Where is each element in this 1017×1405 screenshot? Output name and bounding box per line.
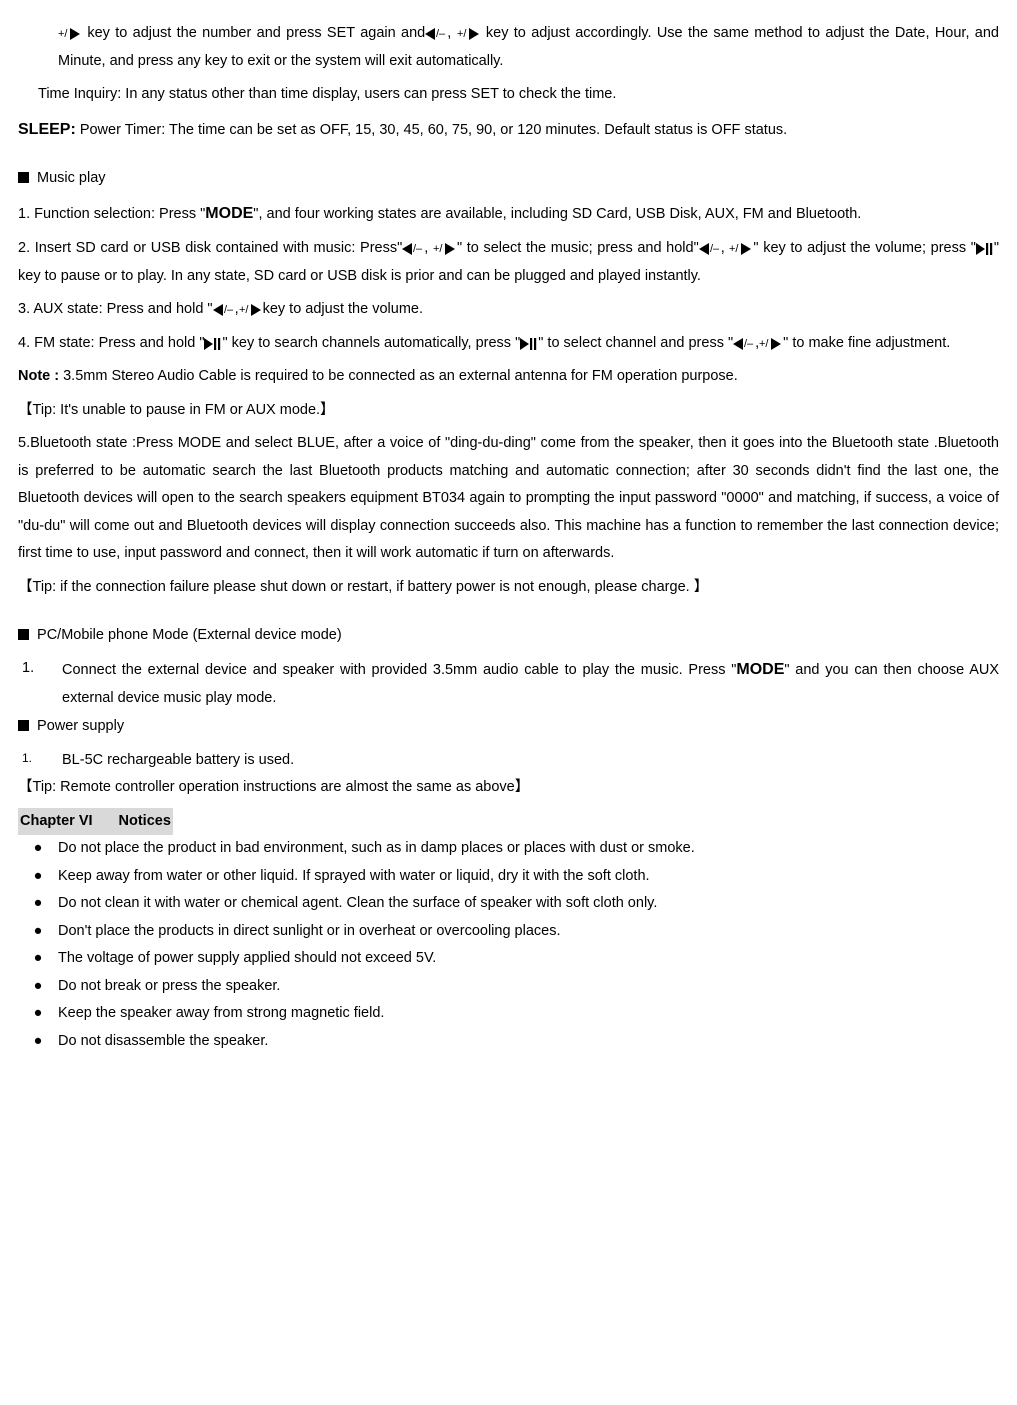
pcmode-item-1-text: Connect the external device and speaker …: [62, 655, 999, 713]
music-p3-c: key to adjust the volume.: [263, 301, 423, 317]
notice-text: Do not break or press the speaker.: [58, 973, 999, 1001]
next-icon: [759, 338, 783, 350]
music-p2-c: " to select the music; press and hold": [457, 240, 699, 256]
chapter-title: Notices: [119, 813, 171, 829]
music-p2-e: " key to adjust the volume; press ": [753, 240, 975, 256]
sleep-line: SLEEP: Power Timer: The time can be set …: [18, 115, 999, 145]
music-p4-c: " to select channel and press ": [538, 335, 733, 351]
list-number: 1.: [18, 747, 62, 775]
bullet-dot-icon: ●: [18, 1028, 58, 1056]
prev-icon: [699, 243, 721, 255]
square-bullet-icon: [18, 629, 29, 640]
music-note: Note : 3.5mm Stereo Audio Cable is requi…: [18, 363, 999, 391]
next-icon: [58, 28, 82, 40]
music-p1-a: 1. Function selection: Press ": [18, 206, 205, 222]
note-text: 3.5mm Stereo Audio Cable is required to …: [63, 368, 738, 384]
mode-label: MODE: [205, 205, 253, 222]
note-label: Note :: [18, 368, 63, 384]
music-tip2: 【Tip: if the connection failure please s…: [18, 574, 999, 602]
music-p3-a: 3. AUX state: Press and hold ": [18, 301, 213, 317]
notice-text: Do not disassemble the speaker.: [58, 1028, 999, 1056]
notice-item: ●Keep the speaker away from strong magne…: [18, 1000, 999, 1028]
play-pause-icon: [976, 243, 994, 255]
chapter-number: Chapter VI: [20, 813, 93, 829]
time-inquiry-line: Time Inquiry: In any status other than t…: [18, 81, 999, 109]
sleep-label: SLEEP:: [18, 121, 76, 138]
notice-text: Don't place the products in direct sunli…: [58, 918, 999, 946]
music-p4: 4. FM state: Press and hold " " key to se…: [18, 330, 999, 358]
notice-item: ●The voltage of power supply applied sho…: [18, 945, 999, 973]
music-p1-b: ", and four working states are available…: [253, 206, 861, 222]
music-p4-b: " key to search channels automatically, …: [222, 335, 520, 351]
notice-text: Do not clean it with water or chemical a…: [58, 890, 999, 918]
music-p1: 1. Function selection: Press "MODE", and…: [18, 199, 999, 229]
power-tip: 【Tip: Remote controller operation instru…: [18, 774, 999, 802]
notice-text: Keep the speaker away from strong magnet…: [58, 1000, 999, 1028]
next-icon: [433, 243, 457, 255]
notice-text: Keep away from water or other liquid. If…: [58, 863, 999, 891]
music-p4-e: " to make fine adjustment.: [783, 335, 950, 351]
prev-icon: [425, 28, 447, 40]
prev-icon: [402, 243, 424, 255]
bullet-dot-icon: ●: [18, 918, 58, 946]
sleep-text: Power Timer: The time can be set as OFF,…: [76, 122, 787, 138]
music-p4-a: 4. FM state: Press and hold ": [18, 335, 204, 351]
next-icon: [239, 304, 263, 316]
time-adjust-paragraph: key to adjust the number and press SET a…: [18, 20, 999, 75]
notice-text: Do not place the product in bad environm…: [58, 835, 999, 863]
music-p5: 5.Bluetooth state :Press MODE and select…: [18, 430, 999, 568]
music-p2-d: ,: [721, 240, 730, 256]
bullet-dot-icon: ●: [18, 1000, 58, 1028]
notice-item: ●Do not break or press the speaker.: [18, 973, 999, 1001]
prev-icon: [213, 304, 235, 316]
bullet-dot-icon: ●: [18, 973, 58, 1001]
notice-item: ●Do not disassemble the speaker.: [18, 1028, 999, 1056]
pcmode-item-1: 1. Connect the external device and speak…: [18, 655, 999, 713]
pcmode-heading-text: PC/Mobile phone Mode (External device mo…: [33, 627, 342, 643]
list-number: 1.: [18, 655, 62, 713]
music-p2: 2. Insert SD card or USB disk contained …: [18, 235, 999, 290]
music-p2-b: ,: [424, 240, 433, 256]
frag-a: key to adjust the number and press SET a…: [82, 25, 425, 41]
bullet-dot-icon: ●: [18, 890, 58, 918]
next-icon: [457, 28, 481, 40]
notice-item: ●Keep away from water or other liquid. I…: [18, 863, 999, 891]
music-p3: 3. AUX state: Press and hold ",key to ad…: [18, 296, 999, 324]
next-icon: [729, 243, 753, 255]
music-play-heading: Music play: [18, 165, 999, 193]
power-item-1-text: BL-5C rechargeable battery is used.: [62, 747, 999, 775]
bullet-dot-icon: ●: [18, 835, 58, 863]
frag-comma: ,: [447, 25, 456, 41]
play-pause-icon: [520, 338, 538, 350]
pcmode-item-1-a: Connect the external device and speaker …: [62, 662, 736, 678]
square-bullet-icon: [18, 172, 29, 183]
notices-list: ●Do not place the product in bad environ…: [18, 835, 999, 1055]
prev-icon: [733, 338, 755, 350]
notice-item: ●Do not place the product in bad environ…: [18, 835, 999, 863]
power-item-1: 1. BL-5C rechargeable battery is used.: [18, 747, 999, 775]
music-play-heading-text: Music play: [33, 170, 106, 186]
play-pause-icon: [204, 338, 222, 350]
mode-label: MODE: [736, 661, 784, 678]
notice-item: ●Don't place the products in direct sunl…: [18, 918, 999, 946]
pcmode-heading: PC/Mobile phone Mode (External device mo…: [18, 622, 999, 650]
music-tip1: 【Tip: It's unable to pause in FM or AUX …: [18, 397, 999, 425]
power-heading-text: Power supply: [33, 718, 124, 734]
music-p2-a: 2. Insert SD card or USB disk contained …: [18, 240, 402, 256]
notice-text: The voltage of power supply applied shou…: [58, 945, 999, 973]
power-heading: Power supply: [18, 713, 999, 741]
square-bullet-icon: [18, 720, 29, 731]
chapter-heading: Chapter VI Notices: [18, 808, 999, 836]
notice-item: ●Do not clean it with water or chemical …: [18, 890, 999, 918]
bullet-dot-icon: ●: [18, 863, 58, 891]
bullet-dot-icon: ●: [18, 945, 58, 973]
